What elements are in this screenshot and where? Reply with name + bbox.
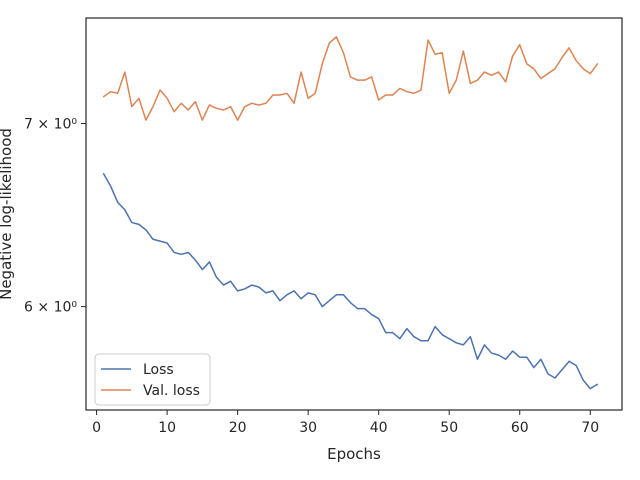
plot-frame <box>85 17 623 411</box>
y-axis-label: Negative log-likelihood <box>0 128 15 300</box>
x-tick-label: 60 <box>511 420 529 436</box>
x-tick-label: 40 <box>370 420 388 436</box>
y-axis-ticks: 6 × 10⁰ 7 × 10⁰ <box>24 116 86 316</box>
legend-label-val-loss: Val. loss <box>143 383 200 399</box>
x-tick-label: 70 <box>581 420 599 436</box>
x-tick-label: 20 <box>229 420 247 436</box>
x-tick-label: 0 <box>92 420 101 436</box>
x-tick-label: 50 <box>440 420 458 436</box>
x-tick-label: 30 <box>299 420 317 436</box>
series-line-loss <box>102 173 599 390</box>
x-axis-ticks: 0 10 20 30 40 50 60 70 <box>92 410 599 436</box>
x-tick-label: 10 <box>158 420 176 436</box>
x-axis-label: Epochs <box>327 445 381 463</box>
plot-area <box>86 18 622 410</box>
legend: Loss Val. loss <box>94 353 211 406</box>
series-line-val-loss <box>102 36 599 121</box>
legend-frame <box>94 353 211 406</box>
legend-label-loss: Loss <box>143 362 174 378</box>
y-tick-label: 6 × 10⁰ <box>24 300 77 316</box>
series-layer <box>102 36 599 390</box>
y-tick-label: 7 × 10⁰ <box>24 116 77 132</box>
